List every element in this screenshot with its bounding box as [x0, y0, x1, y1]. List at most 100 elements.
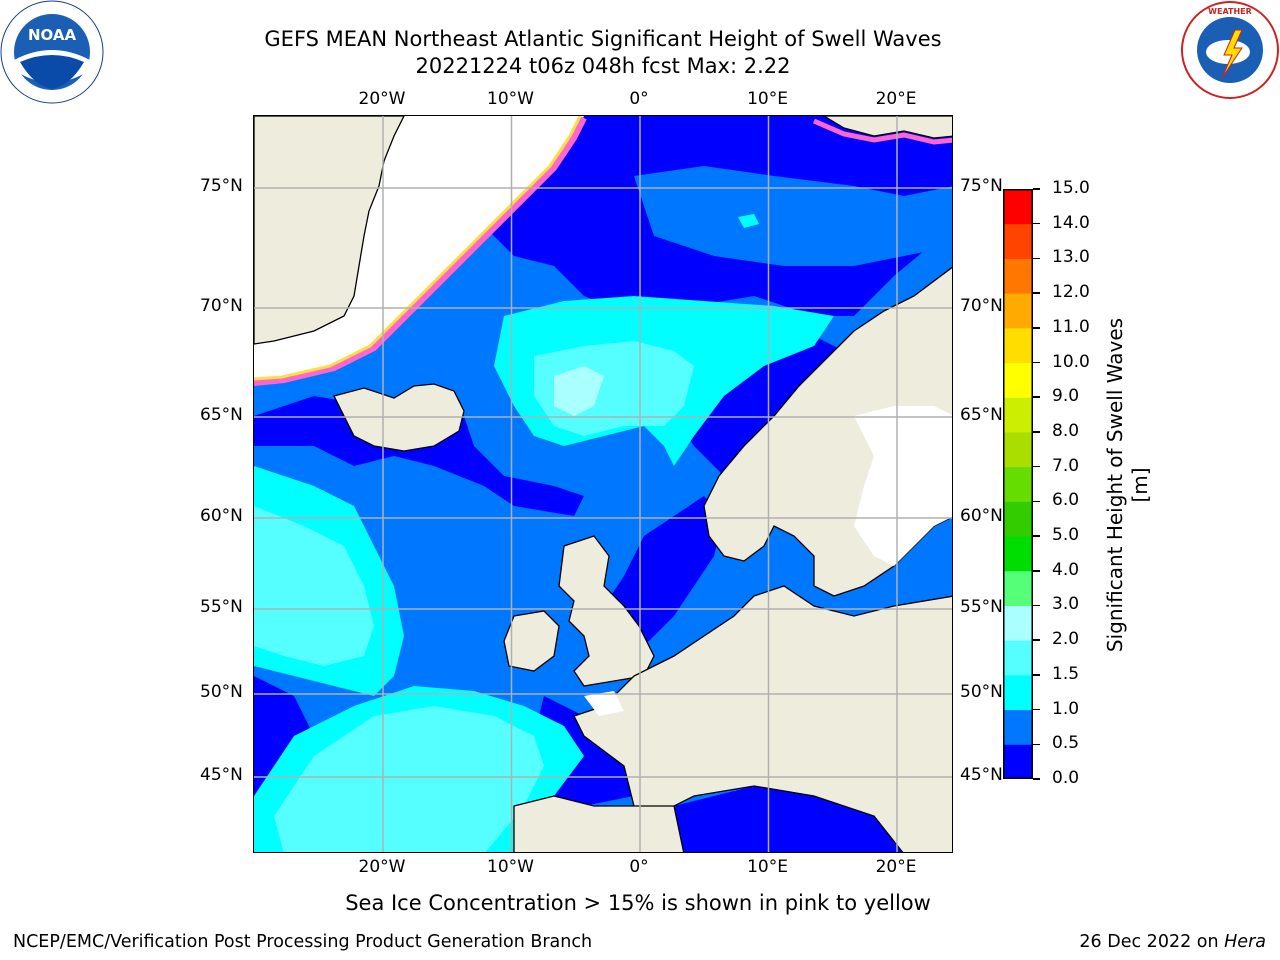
- lon-label-top: 20°E: [875, 89, 917, 109]
- lon-label-bottom: 10°W: [487, 857, 534, 877]
- nws-logo: WEATHER: [1181, 1, 1279, 99]
- lon-label-bottom: 10°E: [747, 857, 788, 877]
- svg-text:NOAA: NOAA: [28, 26, 77, 44]
- channel-white: [584, 691, 624, 716]
- colorbar-swatch: [1003, 362, 1033, 398]
- swell-map: [254, 116, 952, 852]
- sea-ice-edge-yellow: [254, 116, 582, 381]
- swell-zone-low-med: [674, 786, 903, 852]
- colorbar-tick-mark: [1033, 257, 1040, 260]
- lon-label-bottom: 20°E: [875, 857, 917, 877]
- colorbar-tick-mark: [1033, 222, 1040, 225]
- svalbard-ice: [813, 118, 952, 145]
- lon-label-top: 10°W: [487, 89, 534, 109]
- lat-label-right: 60°N: [960, 506, 1003, 526]
- colorbar-tick-mark: [1033, 743, 1040, 746]
- colorbar-swatch: [1003, 674, 1033, 711]
- lon-label-top: 20°W: [358, 89, 406, 109]
- colorbar-tick-label: 13.0: [1052, 247, 1090, 268]
- colorbar-tick-mark: [1033, 604, 1040, 607]
- colorbar-tick-label: 2.0: [1052, 629, 1080, 650]
- swell-zone-low-northsea: [604, 496, 724, 656]
- lon-label-top: 10°E: [747, 89, 788, 109]
- colorbar-swatch: [1003, 397, 1033, 433]
- svg-text:WEATHER: WEATHER: [1208, 7, 1252, 16]
- colorbar-swatch: [1003, 640, 1033, 676]
- colorbar-tick-mark: [1033, 465, 1040, 468]
- colorbar: [1003, 189, 1033, 779]
- baltic-white: [854, 406, 952, 566]
- colorbar-tick-mark: [1033, 570, 1040, 572]
- colorbar-swatch: [1003, 501, 1033, 537]
- chart-subtitle-run: 20221224 t06z 048h fcst Max: 2.22: [415, 54, 791, 78]
- sea-ice-note: Sea Ice Concentration > 15% is shown in …: [345, 891, 931, 915]
- chart-title: GEFS MEAN Northeast Atlantic Significant…: [264, 27, 942, 51]
- lat-label-left: 45°N: [200, 765, 243, 785]
- svalbard-land: [822, 116, 952, 139]
- iberia-land: [513, 795, 685, 852]
- graticule: [254, 116, 952, 852]
- colorbar-tick-label: 11.0: [1052, 316, 1090, 337]
- colorbar-tick-label: 3.0: [1052, 594, 1080, 615]
- colorbar-tick-mark: [1033, 188, 1040, 190]
- colorbar-swatch: [1003, 744, 1033, 779]
- colorbar-swatch: [1003, 536, 1033, 572]
- footer-host: Hera: [1224, 932, 1266, 952]
- sea-ice-edge: [254, 116, 587, 386]
- colorbar-swatch: [1003, 258, 1033, 294]
- lon-label-bottom: 0°: [629, 857, 649, 877]
- lon-label-top: 0°: [629, 89, 649, 109]
- great-britain-land: [558, 535, 655, 687]
- lat-label-right: 45°N: [960, 765, 1003, 785]
- lat-label-right: 75°N: [960, 176, 1003, 196]
- colorbar-label: Significant Height of Swell Waves [m]: [1103, 317, 1152, 653]
- swell-zone-3-0-peak: [554, 366, 604, 416]
- lat-label-right: 65°N: [960, 405, 1003, 425]
- colorbar-tick-mark: [1033, 639, 1040, 641]
- lat-label-left: 60°N: [200, 506, 243, 526]
- map-panel: [253, 115, 953, 853]
- colorbar-tick-label: 10.0: [1052, 351, 1090, 372]
- colorbar-swatch: [1003, 466, 1033, 502]
- colorbar-tick-mark: [1033, 778, 1040, 780]
- colorbar-tick-label: 1.0: [1052, 698, 1080, 719]
- colorbar-tick-label: 5.0: [1052, 525, 1080, 546]
- colorbar-frame: [1003, 189, 1033, 779]
- colorbar-tick-label: 9.0: [1052, 386, 1080, 407]
- swell-zone-1-5-spot: [738, 214, 759, 228]
- colorbar-tick-mark: [1033, 708, 1040, 711]
- colorbar-swatch: [1003, 293, 1033, 329]
- colorbar-tick-label: 6.0: [1052, 490, 1080, 511]
- colorbar-tick-mark: [1033, 327, 1040, 329]
- lat-label-right: 55°N: [960, 597, 1003, 617]
- colorbar-swatch: [1003, 570, 1033, 606]
- swell-zone-low-iceland: [254, 386, 584, 516]
- colorbar-swatch: [1003, 327, 1033, 364]
- lon-label-bottom: 20°W: [358, 857, 406, 877]
- swell-zone-2-0-south: [274, 706, 544, 852]
- colorbar-tick-mark: [1033, 674, 1040, 676]
- greenland-land: [254, 116, 405, 345]
- colorbar-swatch: [1003, 605, 1033, 641]
- colorbar-tick-mark: [1033, 431, 1040, 433]
- colorbar-tick-label: 4.0: [1052, 559, 1080, 580]
- ireland-land: [503, 610, 560, 672]
- colorbar-swatch: [1003, 189, 1033, 225]
- europe-land: [573, 585, 952, 852]
- lat-label-right: 70°N: [960, 296, 1003, 316]
- colorbar-tick-label: 0.0: [1052, 768, 1080, 788]
- colorbar-tick-label: 0.5: [1052, 733, 1080, 754]
- colorbar-tick-label: 12.0: [1052, 282, 1090, 303]
- colorbar-swatch: [1003, 431, 1033, 468]
- colorbar-tick-label: 8.0: [1052, 420, 1080, 441]
- colorbar-tick-label: 14.0: [1052, 212, 1090, 233]
- lat-label-left: 70°N: [200, 296, 243, 316]
- swell-zone-1-5-arctic: [634, 166, 952, 266]
- colorbar-swatch: [1003, 709, 1033, 745]
- colorbar-tick-mark: [1033, 396, 1040, 398]
- colorbar-tick-label: 7.0: [1052, 455, 1080, 476]
- colorbar-tick-mark: [1033, 500, 1040, 503]
- colorbar-tick-label: 1.5: [1052, 663, 1080, 684]
- footer-date-text: 26 Dec 2022 on: [1079, 932, 1225, 952]
- colorbar-swatch: [1003, 223, 1033, 259]
